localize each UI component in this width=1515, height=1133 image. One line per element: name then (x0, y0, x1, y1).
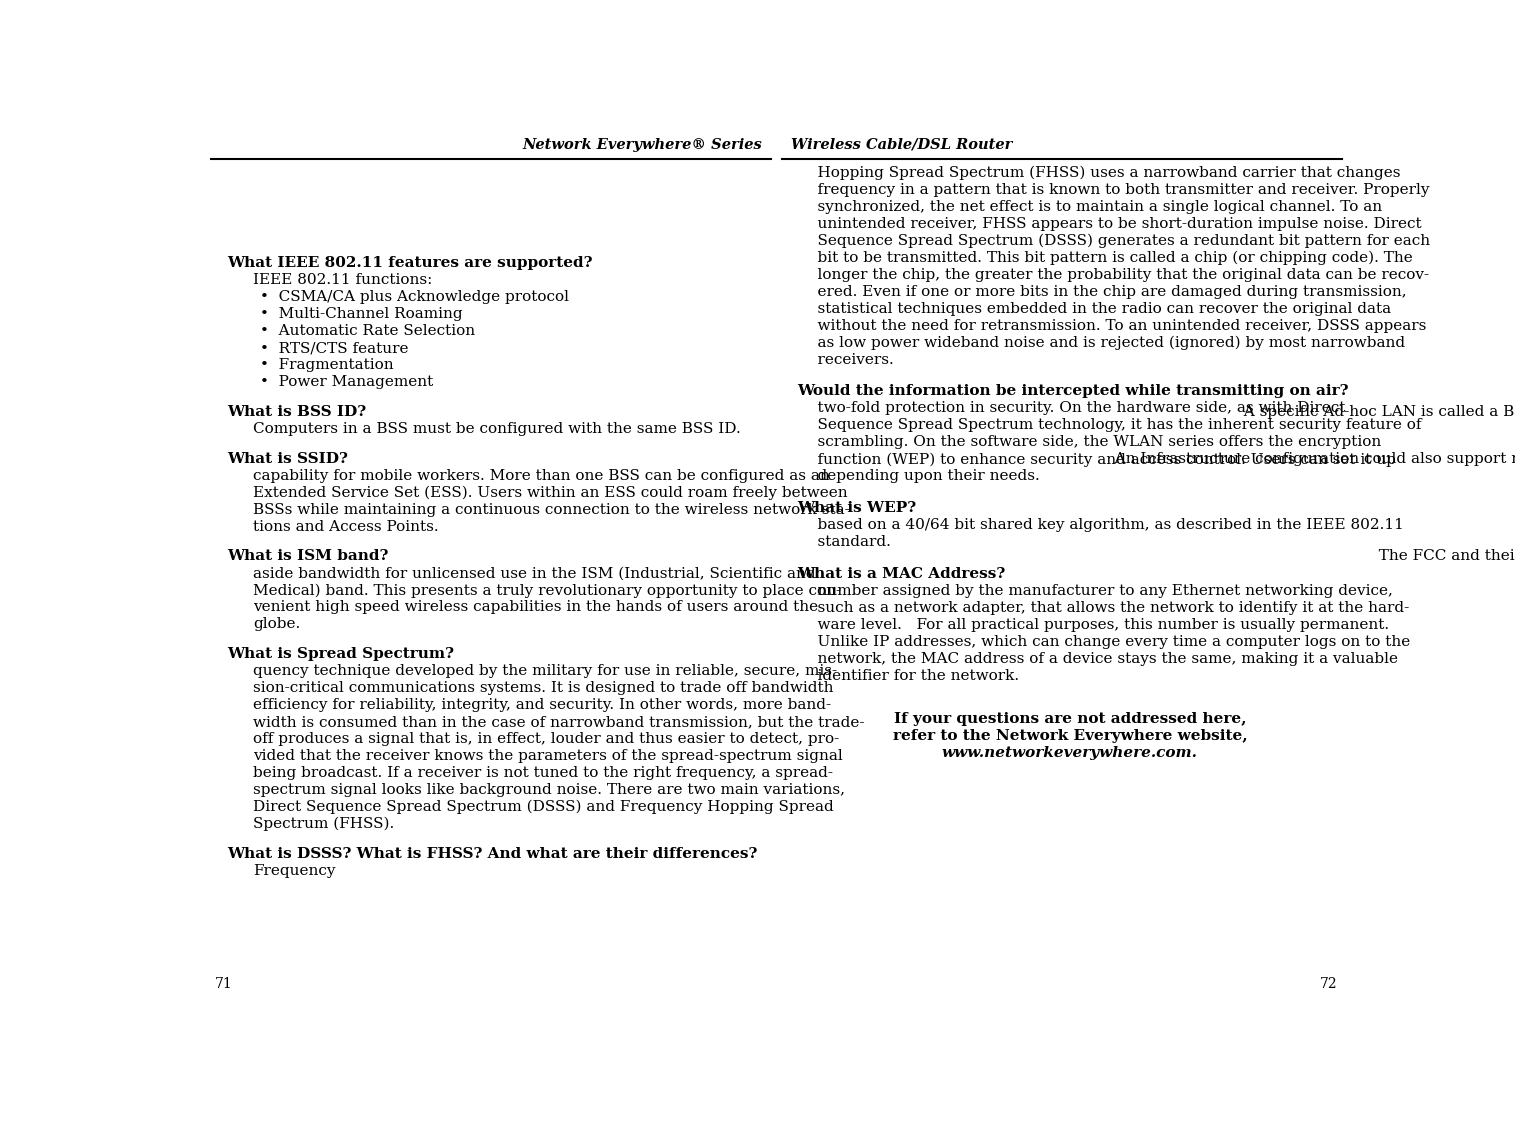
Text: What is DSSS? What is FHSS? And what are their differences?: What is DSSS? What is FHSS? And what are… (227, 846, 758, 861)
Text: Spectrum (FHSS).: Spectrum (FHSS). (253, 817, 394, 832)
Text: Extended Service Set (ESS). Users within an ESS could roam freely between: Extended Service Set (ESS). Users within… (253, 486, 847, 500)
Text: function (WEP) to enhance security and access control. Users can set it up: function (WEP) to enhance security and a… (797, 452, 1395, 467)
Text: If your questions are not addressed here,: If your questions are not addressed here… (894, 713, 1247, 726)
Text: Sequence Spread Spectrum technology, it has the inherent security feature of: Sequence Spread Spectrum technology, it … (797, 418, 1421, 433)
Text: as low power wideband noise and is rejected (ignored) by most narrowband: as low power wideband noise and is rejec… (797, 335, 1404, 350)
Text: An Infrastructure configuration could also support roaming: An Infrastructure configuration could al… (1100, 452, 1515, 466)
Text: What is WEP?: What is WEP? (797, 501, 917, 516)
Text: longer the chip, the greater the probability that the original data can be recov: longer the chip, the greater the probabi… (797, 267, 1429, 282)
Text: width is consumed than in the case of narrowband transmission, but the trade-: width is consumed than in the case of na… (253, 715, 864, 729)
Text: Frequency: Frequency (253, 863, 335, 878)
Text: number assigned by the manufacturer to any Ethernet networking device,: number assigned by the manufacturer to a… (797, 583, 1392, 598)
Text: depending upon their needs.: depending upon their needs. (797, 469, 1039, 484)
Text: What is a MAC Address?: What is a MAC Address? (797, 566, 1006, 581)
Text: Medical) band. This presents a truly revolutionary opportunity to place con-: Medical) band. This presents a truly rev… (253, 583, 841, 597)
Text: network, the MAC address of a device stays the same, making it a valuable: network, the MAC address of a device sta… (797, 651, 1397, 666)
Text: Hopping Spread Spectrum (FHSS) uses a narrowband carrier that changes: Hopping Spread Spectrum (FHSS) uses a na… (797, 165, 1400, 180)
Text: •  CSMA/CA plus Acknowledge protocol: • CSMA/CA plus Acknowledge protocol (261, 290, 568, 305)
Text: What is SSID?: What is SSID? (227, 452, 348, 466)
Text: Wireless Cable/DSL Router: Wireless Cable/DSL Router (791, 138, 1012, 152)
Text: globe.: globe. (253, 617, 300, 631)
Text: aside bandwidth for unlicensed use in the ISM (Industrial, Scientific and: aside bandwidth for unlicensed use in th… (253, 566, 815, 580)
Text: scrambling. On the software side, the WLAN series offers the encryption: scrambling. On the software side, the WL… (797, 435, 1380, 450)
Text: ered. Even if one or more bits in the chip are damaged during transmission,: ered. Even if one or more bits in the ch… (797, 284, 1406, 299)
Text: Network Everywhere® Series: Network Everywhere® Series (523, 138, 762, 152)
Text: standard.: standard. (797, 535, 891, 550)
Text: •  RTS/CTS feature: • RTS/CTS feature (261, 341, 409, 356)
Text: ware level.   For all practical purposes, this number is usually permanent.: ware level. For all practical purposes, … (797, 617, 1389, 632)
Text: •  Fragmentation: • Fragmentation (261, 358, 394, 373)
Text: The FCC and their counterparts outside of the U.S. have set: The FCC and their counterparts outside o… (1368, 550, 1515, 563)
Text: What is BSS ID?: What is BSS ID? (227, 404, 367, 419)
Text: bit to be transmitted. This bit pattern is called a chip (or chipping code). The: bit to be transmitted. This bit pattern … (797, 250, 1412, 265)
Text: IEEE 802.11 functions:: IEEE 802.11 functions: (253, 273, 432, 288)
Text: BSSs while maintaining a continuous connection to the wireless network sta-: BSSs while maintaining a continuous conn… (253, 503, 850, 517)
Text: Direct Sequence Spread Spectrum (DSSS) and Frequency Hopping Spread: Direct Sequence Spread Spectrum (DSSS) a… (253, 800, 833, 815)
Text: two-fold protection in security. On the hardware side, as with Direct: two-fold protection in security. On the … (797, 401, 1345, 416)
Text: •  Multi-Channel Roaming: • Multi-Channel Roaming (261, 307, 462, 322)
Text: refer to the Network Everywhere website,: refer to the Network Everywhere website, (892, 730, 1247, 743)
Text: A specific Ad-hoc LAN is called a Basic Service Set (BSS).: A specific Ad-hoc LAN is called a Basic … (1235, 404, 1515, 419)
Text: venient high speed wireless capabilities in the hands of users around the: venient high speed wireless capabilities… (253, 600, 818, 614)
Text: synchronized, the net effect is to maintain a single logical channel. To an: synchronized, the net effect is to maint… (797, 199, 1382, 214)
Text: Would the information be intercepted while transmitting on air?: Would the information be intercepted whi… (797, 384, 1348, 399)
Text: based on a 40/64 bit shared key algorithm, as described in the IEEE 802.11: based on a 40/64 bit shared key algorith… (797, 518, 1403, 533)
Text: What is Spread Spectrum?: What is Spread Spectrum? (227, 647, 454, 661)
Text: 71: 71 (215, 977, 233, 991)
Text: What is ISM band?: What is ISM band? (227, 550, 388, 563)
Text: sion-critical communications systems. It is designed to trade off bandwidth: sion-critical communications systems. It… (253, 681, 833, 695)
Text: quency technique developed by the military for use in reliable, secure, mis-: quency technique developed by the milita… (253, 664, 836, 678)
Text: such as a network adapter, that allows the network to identify it at the hard-: such as a network adapter, that allows t… (797, 600, 1409, 615)
Text: vided that the receiver knows the parameters of the spread-spectrum signal: vided that the receiver knows the parame… (253, 749, 842, 763)
Text: Sequence Spread Spectrum (DSSS) generates a redundant bit pattern for each: Sequence Spread Spectrum (DSSS) generate… (797, 233, 1430, 248)
Text: unintended receiver, FHSS appears to be short-duration impulse noise. Direct: unintended receiver, FHSS appears to be … (797, 216, 1421, 231)
Text: statistical techniques embedded in the radio can recover the original data: statistical techniques embedded in the r… (797, 301, 1391, 316)
Text: identifier for the network.: identifier for the network. (797, 668, 1018, 683)
Text: frequency in a pattern that is known to both transmitter and receiver. Properly: frequency in a pattern that is known to … (797, 182, 1429, 197)
Text: off produces a signal that is, in effect, louder and thus easier to detect, pro-: off produces a signal that is, in effect… (253, 732, 839, 746)
Text: receivers.: receivers. (797, 352, 894, 367)
Text: tions and Access Points.: tions and Access Points. (253, 520, 438, 534)
Text: spectrum signal looks like background noise. There are two main variations,: spectrum signal looks like background no… (253, 783, 845, 796)
Text: Unlike IP addresses, which can change every time a computer logs on to the: Unlike IP addresses, which can change ev… (797, 634, 1410, 649)
Text: 72: 72 (1320, 977, 1338, 991)
Text: •  Power Management: • Power Management (261, 375, 433, 390)
Text: being broadcast. If a receiver is not tuned to the right frequency, a spread-: being broadcast. If a receiver is not tu… (253, 766, 833, 780)
Text: •  Automatic Rate Selection: • Automatic Rate Selection (261, 324, 474, 339)
Text: efficiency for reliability, integrity, and security. In other words, more band-: efficiency for reliability, integrity, a… (253, 698, 830, 712)
Text: www.networkeverywhere.com.: www.networkeverywhere.com. (942, 747, 1198, 760)
Text: What IEEE 802.11 features are supported?: What IEEE 802.11 features are supported? (227, 256, 592, 271)
Text: Computers in a BSS must be configured with the same BSS ID.: Computers in a BSS must be configured wi… (253, 421, 741, 436)
Text: capability for mobile workers. More than one BSS can be configured as an: capability for mobile workers. More than… (253, 469, 830, 483)
Text: without the need for retransmission. To an unintended receiver, DSSS appears: without the need for retransmission. To … (797, 318, 1426, 333)
